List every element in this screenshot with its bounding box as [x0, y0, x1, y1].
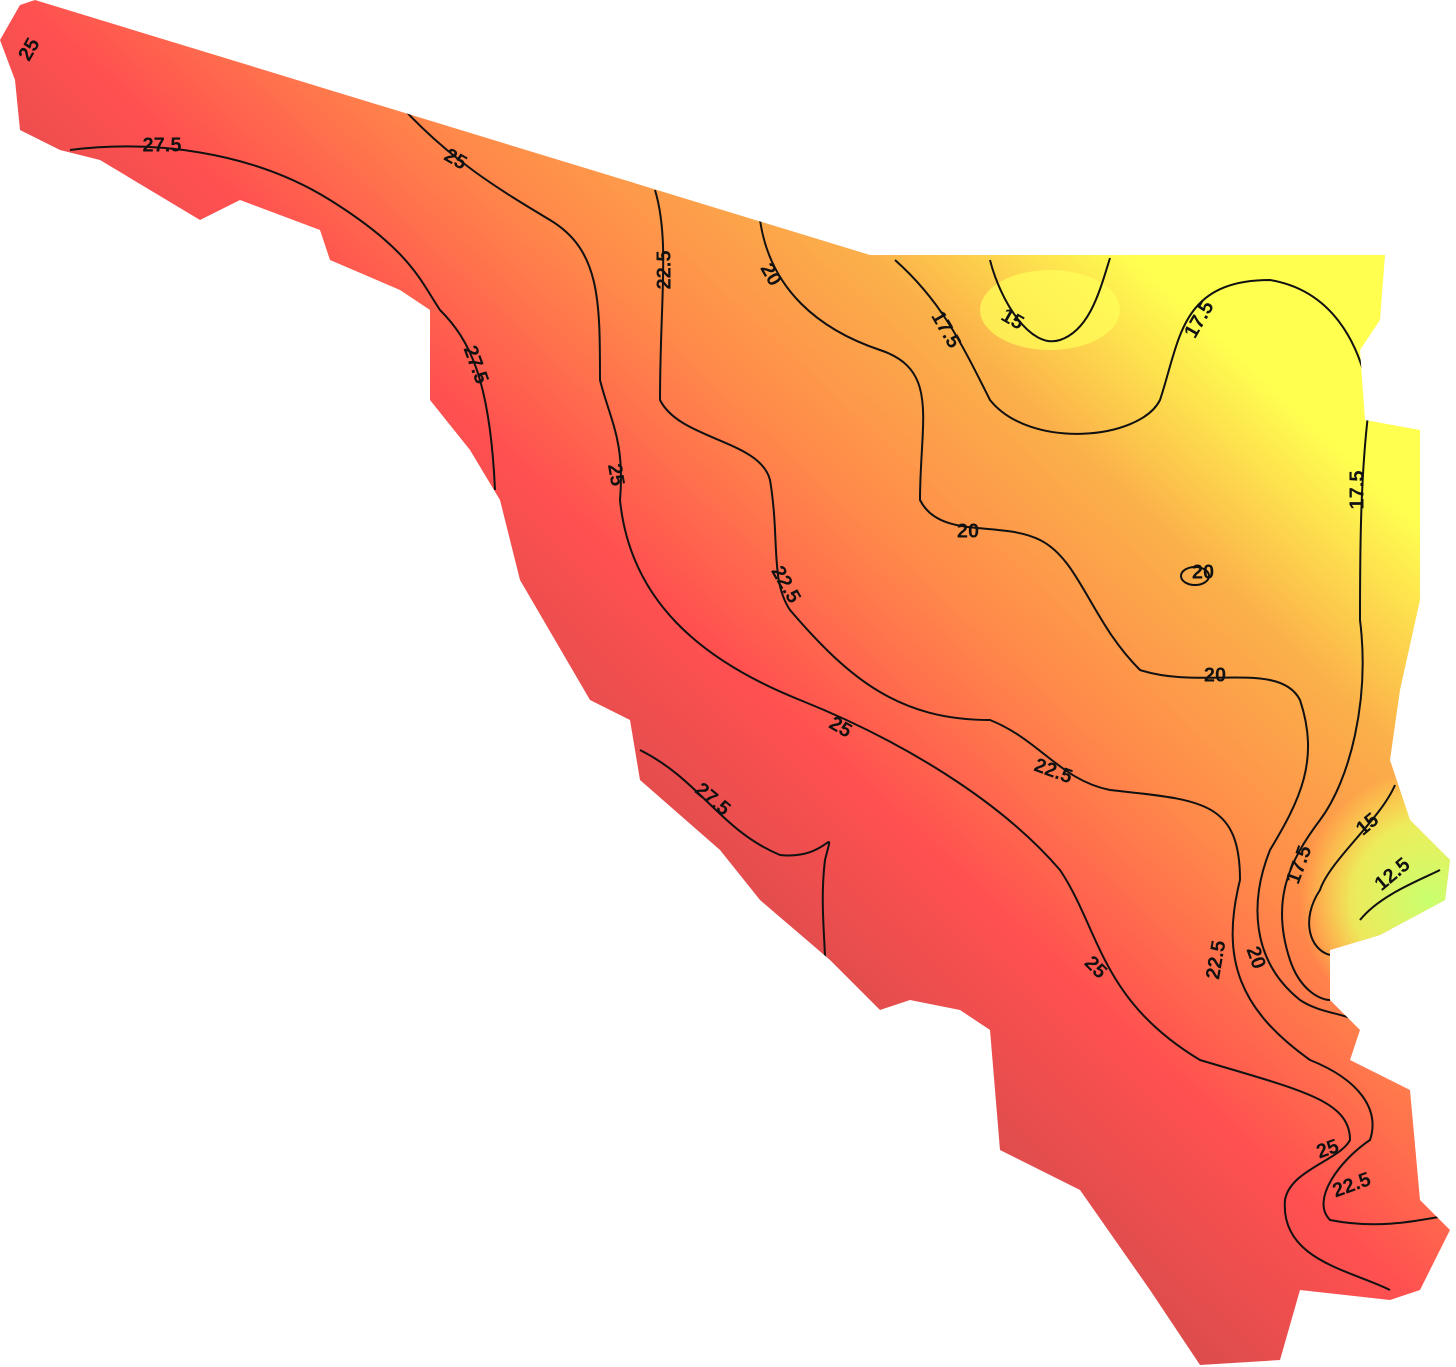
contour-line [1308, 784, 1396, 956]
contour-label: 17.5 [1346, 471, 1368, 510]
contour-label: 20 [957, 520, 979, 542]
contour-line [1359, 869, 1441, 921]
contour-line [1180, 566, 1210, 586]
contour-line [399, 104, 1391, 1291]
contour-line [639, 749, 831, 961]
contour-line [654, 189, 1450, 1226]
contour-label: 22.5 [653, 251, 675, 290]
contour-line [759, 219, 1363, 1041]
contour-label: 27.5 [143, 134, 182, 156]
contour-line [989, 257, 1111, 343]
contour-label: 25 [603, 462, 629, 488]
cool-zone [980, 270, 1120, 350]
contour-label: 20 [1204, 664, 1226, 686]
contour-label: 20 [1192, 561, 1214, 583]
contour-line [69, 145, 496, 491]
